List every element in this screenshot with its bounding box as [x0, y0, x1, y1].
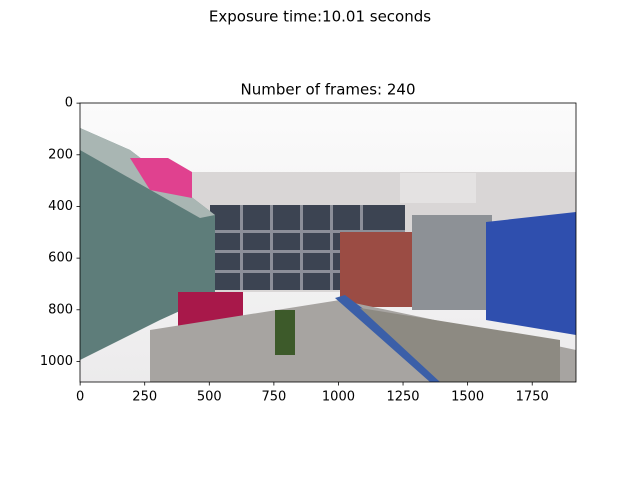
suptitle: Exposure time:10.01 seconds — [209, 8, 431, 26]
x-tick-label: 0 — [76, 390, 84, 405]
axes-frame — [79, 102, 577, 383]
y-tick-label: 1000 — [40, 354, 73, 369]
y-tick-label: 800 — [48, 302, 73, 317]
y-tick-label: 200 — [48, 147, 73, 162]
y-tick-label: 400 — [48, 199, 73, 214]
x-tick-label: 1250 — [386, 390, 419, 405]
x-tick-label: 500 — [197, 390, 222, 405]
y-tick-label: 0 — [65, 96, 73, 111]
x-tick-label: 750 — [261, 390, 286, 405]
photo — [80, 103, 576, 382]
x-tick-label: 250 — [132, 390, 157, 405]
x-tick-label: 1750 — [516, 390, 549, 405]
y-tick-label: 600 — [48, 251, 73, 266]
axes-title: Number of frames: 240 — [241, 81, 416, 99]
x-tick-label: 1500 — [451, 390, 484, 405]
x-tick-label: 1000 — [322, 390, 355, 405]
